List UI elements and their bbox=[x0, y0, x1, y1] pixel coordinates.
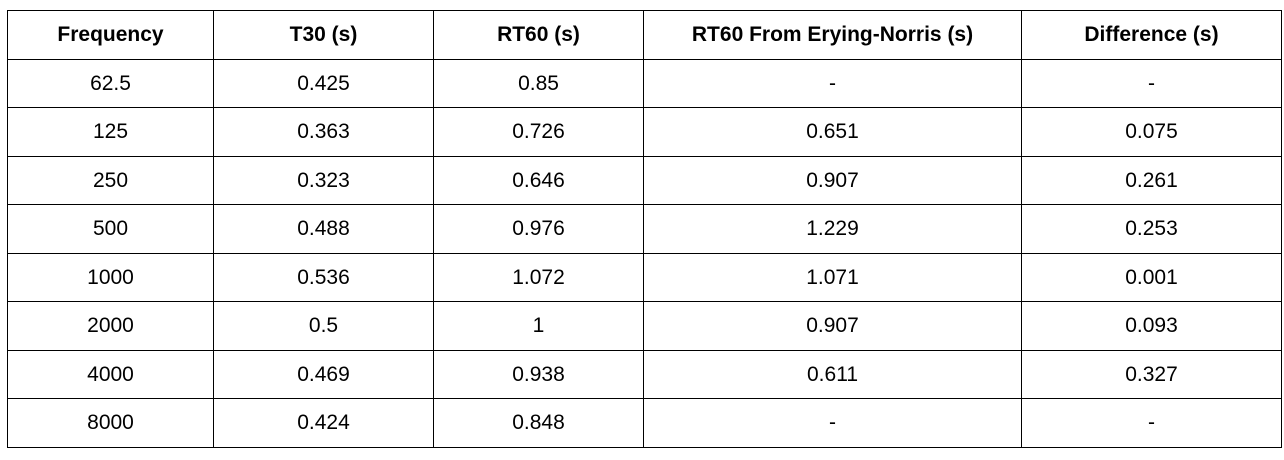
header-frequency: Frequency bbox=[7, 10, 214, 60]
cell-difference: 0.327 bbox=[1021, 349, 1282, 399]
header-rt60-erying-norris: RT60 From Erying-Norris (s) bbox=[643, 10, 1022, 60]
cell-rt60: 0.726 bbox=[433, 107, 644, 157]
cell-rt60-erying-norris: 1.229 bbox=[643, 204, 1022, 254]
cell-t30: 0.536 bbox=[213, 252, 434, 302]
cell-t30: 0.488 bbox=[213, 204, 434, 254]
header-t30: T30 (s) bbox=[213, 10, 434, 60]
cell-rt60-erying-norris: 0.611 bbox=[643, 349, 1022, 399]
cell-rt60: 0.646 bbox=[433, 155, 644, 205]
cell-rt60-erying-norris: - bbox=[643, 58, 1022, 108]
table-row: 2000 0.5 1 0.907 0.093 bbox=[7, 301, 1282, 351]
cell-t30: 0.469 bbox=[213, 349, 434, 399]
table-row: 62.5 0.425 0.85 - - bbox=[7, 58, 1282, 108]
table-row: 125 0.363 0.726 0.651 0.075 bbox=[7, 107, 1282, 157]
cell-t30: 0.424 bbox=[213, 398, 434, 448]
table-row: 250 0.323 0.646 0.907 0.261 bbox=[7, 155, 1282, 205]
header-rt60: RT60 (s) bbox=[433, 10, 644, 60]
header-difference: Difference (s) bbox=[1021, 10, 1282, 60]
table-row: 8000 0.424 0.848 - - bbox=[7, 398, 1282, 448]
cell-frequency: 500 bbox=[7, 204, 214, 254]
cell-rt60: 1 bbox=[433, 301, 644, 351]
cell-difference: 0.075 bbox=[1021, 107, 1282, 157]
cell-difference: 0.261 bbox=[1021, 155, 1282, 205]
cell-t30: 0.363 bbox=[213, 107, 434, 157]
cell-frequency: 250 bbox=[7, 155, 214, 205]
cell-t30: 0.323 bbox=[213, 155, 434, 205]
cell-frequency: 62.5 bbox=[7, 58, 214, 108]
cell-rt60-erying-norris: 1.071 bbox=[643, 252, 1022, 302]
cell-rt60: 0.85 bbox=[433, 58, 644, 108]
cell-rt60-erying-norris: 0.907 bbox=[643, 155, 1022, 205]
cell-difference: 0.253 bbox=[1021, 204, 1282, 254]
cell-frequency: 4000 bbox=[7, 349, 214, 399]
cell-rt60-erying-norris: 0.651 bbox=[643, 107, 1022, 157]
cell-rt60: 0.938 bbox=[433, 349, 644, 399]
cell-rt60: 0.976 bbox=[433, 204, 644, 254]
table-row: 1000 0.536 1.072 1.071 0.001 bbox=[7, 252, 1282, 302]
cell-frequency: 8000 bbox=[7, 398, 214, 448]
cell-rt60-erying-norris: 0.907 bbox=[643, 301, 1022, 351]
reverberation-time-table: Frequency T30 (s) RT60 (s) RT60 From Ery… bbox=[7, 10, 1282, 448]
cell-frequency: 125 bbox=[7, 107, 214, 157]
cell-t30: 0.425 bbox=[213, 58, 434, 108]
cell-difference: 0.093 bbox=[1021, 301, 1282, 351]
cell-difference: 0.001 bbox=[1021, 252, 1282, 302]
cell-rt60-erying-norris: - bbox=[643, 398, 1022, 448]
cell-frequency: 1000 bbox=[7, 252, 214, 302]
table-row: 4000 0.469 0.938 0.611 0.327 bbox=[7, 349, 1282, 399]
table-row: 500 0.488 0.976 1.229 0.253 bbox=[7, 204, 1282, 254]
cell-t30: 0.5 bbox=[213, 301, 434, 351]
cell-rt60: 0.848 bbox=[433, 398, 644, 448]
cell-frequency: 2000 bbox=[7, 301, 214, 351]
cell-difference: - bbox=[1021, 58, 1282, 108]
cell-rt60: 1.072 bbox=[433, 252, 644, 302]
cell-difference: - bbox=[1021, 398, 1282, 448]
table-header-row: Frequency T30 (s) RT60 (s) RT60 From Ery… bbox=[7, 10, 1282, 60]
